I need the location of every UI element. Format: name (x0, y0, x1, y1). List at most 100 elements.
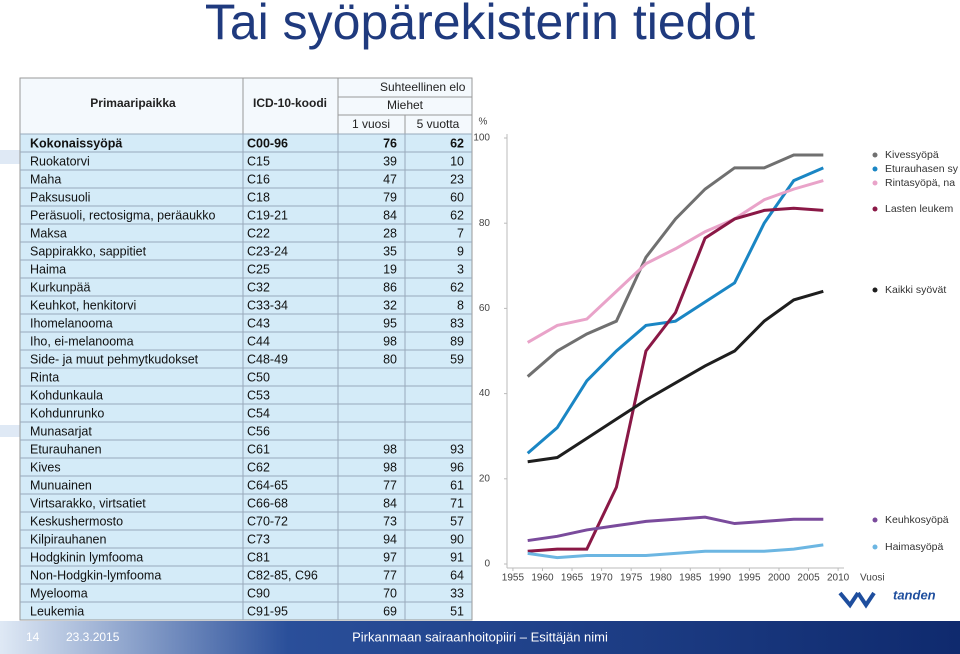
table-cell: 35 (383, 244, 397, 258)
table-cell: 98 (383, 442, 397, 456)
header-cell: 5 vuotta (417, 117, 460, 131)
y-tick-label: 60 (479, 303, 491, 314)
table-cell: 7 (457, 226, 464, 240)
table-cell: C00-96 (247, 136, 288, 150)
series-line (526, 153, 824, 378)
y-tick-label: 20 (479, 473, 491, 484)
table-cell: C62 (247, 460, 270, 474)
decoration (0, 150, 20, 164)
table-cell: 59 (450, 352, 464, 366)
table-cell: 83 (450, 316, 464, 330)
table-cell: Hodgkinin lymfooma (30, 550, 143, 564)
x-tick-label: 1960 (531, 573, 554, 584)
x-tick-label: 1995 (738, 573, 761, 584)
x-tick-label: 2005 (797, 573, 820, 584)
table-cell: Keskushermosto (30, 514, 123, 528)
logo-text: tanden (893, 587, 936, 602)
legend-marker (872, 166, 878, 172)
table-cell: Virtsarakko, virtsatiet (30, 496, 146, 510)
table-cell: 60 (450, 190, 464, 204)
table-cell: C23-24 (247, 244, 288, 258)
table-cell: Maha (30, 172, 61, 186)
table-cell: 9 (457, 244, 464, 258)
table-cell: 70 (383, 586, 397, 600)
table-cell: 79 (383, 190, 397, 204)
table-cell: Munasarjat (30, 424, 92, 438)
table-cell: Kives (30, 460, 61, 474)
table-cell: 3 (457, 262, 464, 276)
table-cell: C66-68 (247, 496, 288, 510)
x-tick-label: 1965 (561, 573, 584, 584)
table-cell: Sappirakko, sappitiet (30, 244, 147, 258)
table-cell: Myelooma (30, 586, 88, 600)
table-cell: 94 (383, 532, 397, 546)
table-cell: Ruokatorvi (30, 154, 90, 168)
table-cell: 84 (383, 208, 397, 222)
table-cell: C90 (247, 586, 270, 600)
table-cell: Kohdunrunko (30, 406, 104, 420)
table-cell: 91 (450, 550, 464, 564)
table-cell: Kurkunpää (30, 280, 91, 294)
table-cell: C22 (247, 226, 270, 240)
x-tick-label: 1975 (620, 573, 643, 584)
table-cell: 96 (450, 460, 464, 474)
legend-label: Keuhkosyöpä (885, 514, 949, 526)
table-cell: C70-72 (247, 514, 288, 528)
table-cell: 64 (450, 568, 464, 582)
table-cell: 33 (450, 586, 464, 600)
table-cell: 23 (450, 172, 464, 186)
table-cell: 62 (450, 280, 464, 294)
table-cell: 57 (450, 514, 464, 528)
legend-label: Kaikki syövät (885, 284, 946, 296)
table-cell: 62 (450, 208, 464, 222)
table-cell: 10 (450, 154, 464, 168)
table-cell: C15 (247, 154, 270, 168)
table-cell: 98 (383, 334, 397, 348)
table-cell: Peräsuoli, rectosigma, peräaukko (30, 208, 216, 222)
table-cell: 98 (383, 460, 397, 474)
table-cell: 32 (383, 298, 397, 312)
table-cell: Keuhkot, henkitorvi (30, 298, 136, 312)
table-cell: C16 (247, 172, 270, 186)
table-cell: C81 (247, 550, 270, 564)
table-cell: 76 (383, 136, 397, 150)
table-cell: C18 (247, 190, 270, 204)
table-cell: Kohdunkaula (30, 388, 103, 402)
series-line (527, 289, 824, 464)
slide-title: Tai syöpärekisterin tiedot (205, 0, 755, 50)
y-tick-label: 100 (473, 133, 490, 144)
x-tick-label: 1990 (709, 573, 732, 584)
table-cell: 28 (383, 226, 397, 240)
table-cell: C56 (247, 424, 270, 438)
legend-label: Lasten leukem (885, 203, 954, 215)
legend-marker (872, 152, 878, 158)
x-tick-label: 1970 (590, 573, 613, 584)
table-cell: 47 (383, 172, 397, 186)
table-cell: Eturauhanen (30, 442, 102, 456)
series-line (527, 515, 824, 543)
footer-bar (0, 621, 960, 654)
table-cell: Side- ja muut pehmytkudokset (30, 352, 199, 366)
table-cell: 73 (383, 514, 397, 528)
table-body-bg (19, 133, 473, 621)
page-number: 14 (26, 630, 40, 644)
table-cell: C82-85, C96 (247, 568, 318, 582)
x-tick-label: 1980 (650, 573, 673, 584)
table-cell: Haima (30, 262, 66, 276)
table-cell: 77 (383, 478, 397, 492)
table-cell: C32 (247, 280, 270, 294)
table-cell: 95 (383, 316, 397, 330)
legend-label: Haimasyöpä (885, 541, 944, 553)
series-line (527, 543, 824, 560)
table-cell: Non-Hodgkin-lymfooma (30, 568, 161, 582)
legend-label: Rintasyöpä, na (885, 177, 955, 189)
table-cell: 86 (383, 280, 397, 294)
legend-marker (872, 517, 878, 523)
legend-marker (872, 544, 878, 550)
table-cell: Kilpirauhanen (30, 532, 106, 546)
table-cell: C64-65 (247, 478, 288, 492)
table-cell: 69 (383, 604, 397, 618)
table-cell: 93 (450, 442, 464, 456)
table-cell: C53 (247, 388, 270, 402)
